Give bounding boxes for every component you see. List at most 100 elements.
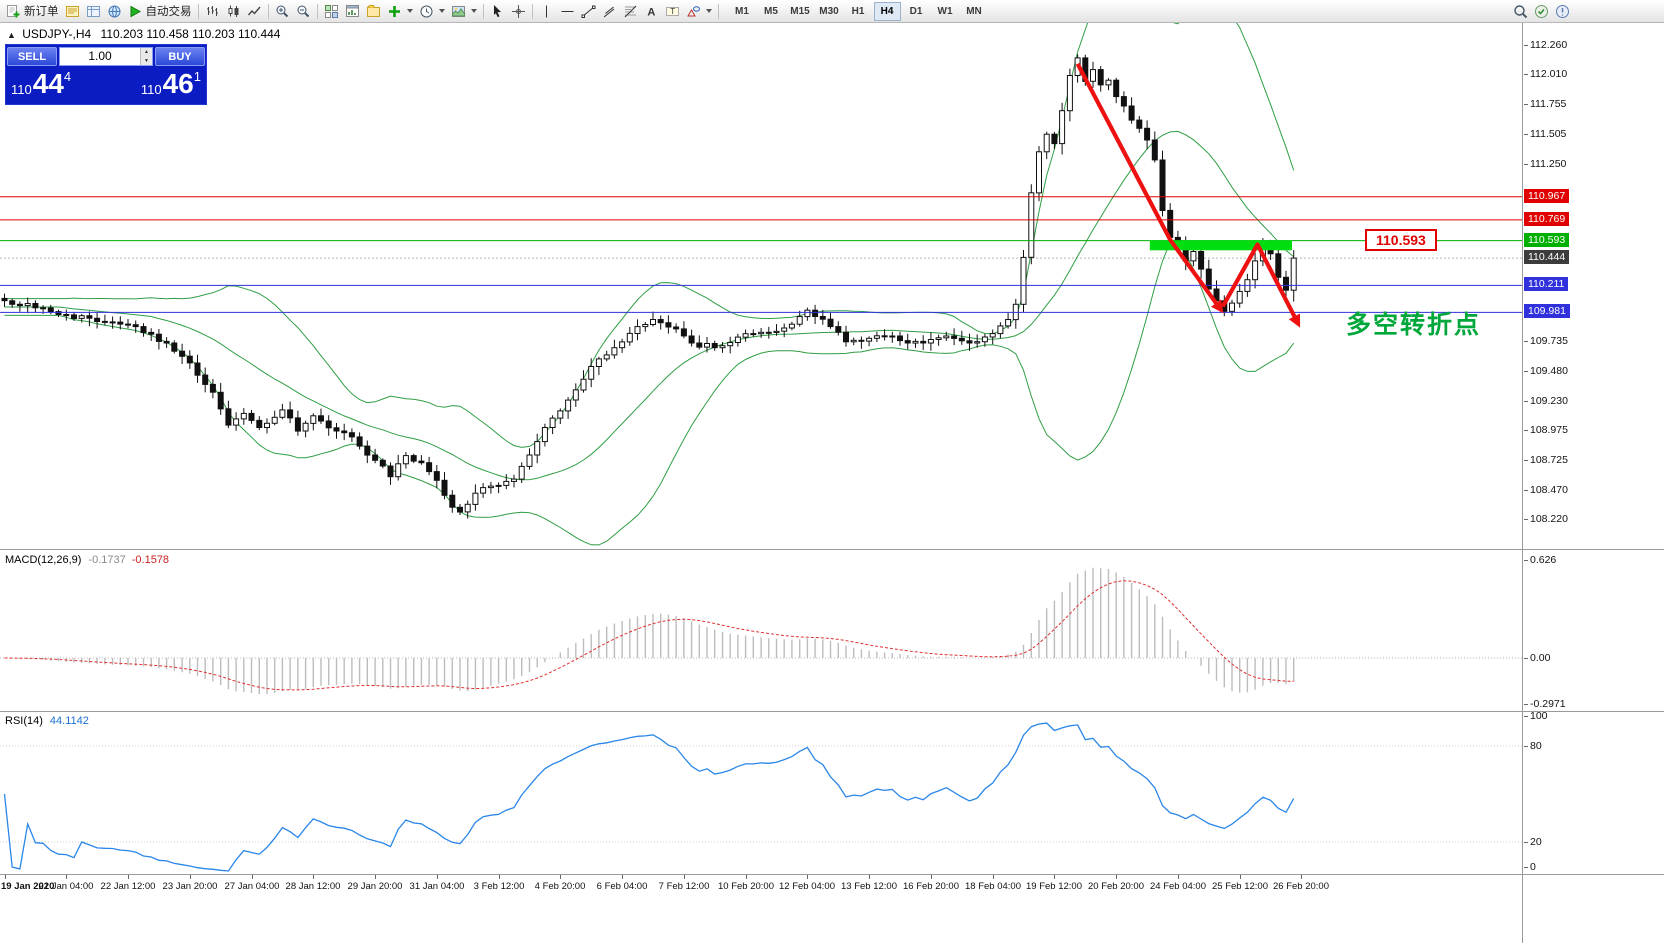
lot-decrease-button[interactable]: ▼ [141,56,152,65]
time-axis-label: 10 Feb 20:00 [718,881,774,892]
text-label-tool-button[interactable]: T [662,2,683,21]
bar-chart-mode-button[interactable] [202,2,223,21]
time-axis-tick [375,875,376,879]
sell-price-prefix: 110 [11,82,32,97]
buy-button[interactable]: BUY [155,47,205,66]
trendline-icon [581,5,595,18]
indicators-plus-icon [388,5,400,17]
time-axis-tick [993,875,994,879]
price-axis-tick: 112.260 [1523,39,1568,51]
timeframe-button-H4[interactable]: H4 [873,1,901,21]
new-chart-window-button[interactable] [342,2,363,21]
line-chart-mode-button[interactable] [244,2,265,21]
text-label-icon: T [665,6,679,16]
navigator-button[interactable] [104,2,125,21]
sell-price: 110 44 4 [11,67,71,98]
time-axis-tick [807,875,808,879]
price-axis-tick: 0.00 [1523,652,1551,664]
timeframe-button-M30[interactable]: M30 [819,5,839,17]
horizontal-level-lines[interactable] [0,196,1522,313]
time-axis-label: 20 Feb 20:00 [1088,881,1144,892]
buy-price-prefix: 110 [140,82,162,97]
templates-button[interactable] [448,2,480,21]
buy-button-label: BUY [168,50,192,63]
toolbar-separator [717,3,719,19]
time-axis-tick [1240,875,1241,879]
price-axis[interactable]: 112.260 112.010 111.755 111.505 111.250 109.7… [1523,0,1664,943]
panel-separator[interactable] [0,711,1664,712]
rsi-panel[interactable] [0,712,1522,874]
time-axis-label: 27 Jan 04:00 [224,881,280,892]
panel-separator[interactable] [0,549,1664,550]
lot-spinner: ▲ ▼ [140,48,152,65]
macd-main-value: -0.1737 [88,554,126,566]
fibonacci-tool-button[interactable] [620,2,641,21]
autotrading-label: 自动交易 [145,6,192,18]
timeframe-button-W1[interactable]: W1 [937,5,953,17]
community-button[interactable] [1531,2,1552,21]
trend-arrow[interactable] [1220,242,1301,328]
search-icon [1514,4,1528,18]
tile-windows-icon [324,4,338,18]
horizontal-line-tool-button[interactable] [557,2,578,21]
tile-windows-button[interactable] [321,2,342,21]
price-axis-tick: 108.220 [1524,513,1568,525]
pivot-annotation-text[interactable]: 多空转折点 [1346,311,1482,339]
shapes-icon [686,5,700,16]
timeframe-button-D1[interactable]: D1 [909,5,923,17]
price-level-tag: 110.967 [1524,188,1570,203]
timeframe-button-M1[interactable]: M1 [735,5,749,17]
help-button[interactable] [1552,2,1573,21]
price-axis-tick: 112.010 [1523,68,1568,81]
timeframe-button-M15[interactable]: M15 [790,5,810,17]
zoom-in-button[interactable] [272,2,293,21]
dropdown-caret-icon [406,9,413,13]
indicators-button[interactable] [384,2,416,21]
support-zone-highlight[interactable] [1149,240,1292,251]
channel-tool-button[interactable] [599,2,620,21]
lot-increase-button[interactable]: ▲ [141,48,152,57]
horizontal-line-icon [561,10,573,12]
timeframe-button-H1[interactable]: H1 [851,5,865,17]
crosshair-button[interactable] [508,2,529,21]
time-axis-tick [252,875,253,879]
time-axis-tick [931,875,932,879]
time-axis-tick [1178,875,1179,879]
profiles-folder-icon [366,4,380,17]
lot-size-input[interactable]: 1.00 ▲ ▼ [59,47,153,66]
timeframe-button-MN[interactable]: MN [966,5,982,17]
timeframe-button-M5[interactable]: M5 [764,5,778,17]
zoom-out-button[interactable] [293,2,314,21]
rsi-name: RSI(14) [5,715,43,727]
new-order-button[interactable]: 新订单 [3,2,62,21]
macd-panel[interactable] [0,550,1522,711]
zoom-in-icon [276,5,288,17]
market-watch-button[interactable] [62,2,83,21]
rsi-value: 44.1142 [49,715,89,727]
sell-button[interactable]: SELL [7,47,57,66]
price-axis-tick: 0.626 [1523,554,1557,567]
price-chart[interactable] [0,22,1522,549]
data-window-button[interactable] [83,2,104,21]
vertical-line-tool-button[interactable] [536,2,557,21]
text-tool-icon: A [647,6,655,18]
periods-button[interactable] [416,2,448,21]
time-axis[interactable]: 19 Jan 2020 21 Jan 04:00 22 Jan 12:00 23 Ja… [0,875,1522,943]
autotrading-button[interactable]: 自动交易 [125,2,195,21]
toolbar-separator [531,3,533,19]
cursor-arrow-icon [493,4,501,17]
time-axis-label: 18 Feb 04:00 [965,881,1021,892]
navigator-globe-icon [108,5,120,17]
trend-arrow[interactable] [1075,62,1224,314]
cursor-button[interactable] [487,2,508,21]
search-button[interactable] [1510,2,1531,21]
text-tool-button[interactable]: A [641,2,662,21]
price-level-flag[interactable]: 110.593 [1365,229,1437,251]
shapes-tool-button[interactable] [683,2,715,21]
collapse-one-click-icon[interactable]: ▲ [7,30,16,40]
candle-chart-mode-button[interactable] [223,2,244,21]
trendline-tool-button[interactable] [578,2,599,21]
profiles-button[interactable] [363,2,384,21]
macd-signal-value: -0.1578 [131,554,170,566]
buy-price-point: 1 [193,69,201,84]
